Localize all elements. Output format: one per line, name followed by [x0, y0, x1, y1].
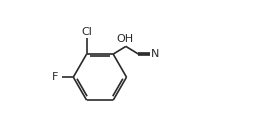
- Text: Cl: Cl: [81, 28, 92, 38]
- Text: OH: OH: [117, 34, 134, 44]
- Text: N: N: [151, 49, 159, 59]
- Text: F: F: [52, 72, 58, 82]
